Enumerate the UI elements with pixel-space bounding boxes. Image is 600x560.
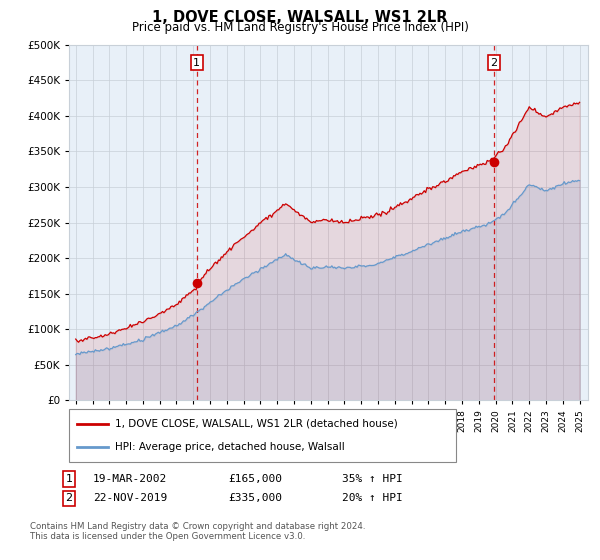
Text: 2: 2 <box>490 58 497 68</box>
FancyBboxPatch shape <box>69 409 456 462</box>
Text: 1, DOVE CLOSE, WALSALL, WS1 2LR (detached house): 1, DOVE CLOSE, WALSALL, WS1 2LR (detache… <box>115 419 398 429</box>
Text: Contains HM Land Registry data © Crown copyright and database right 2024.: Contains HM Land Registry data © Crown c… <box>30 522 365 531</box>
Text: 1: 1 <box>65 474 73 484</box>
Text: 1, DOVE CLOSE, WALSALL, WS1 2LR: 1, DOVE CLOSE, WALSALL, WS1 2LR <box>152 10 448 25</box>
Text: 2: 2 <box>65 493 73 503</box>
Text: 1: 1 <box>193 58 200 68</box>
Text: This data is licensed under the Open Government Licence v3.0.: This data is licensed under the Open Gov… <box>30 532 305 541</box>
Text: 22-NOV-2019: 22-NOV-2019 <box>93 493 167 503</box>
Text: £165,000: £165,000 <box>228 474 282 484</box>
Text: Price paid vs. HM Land Registry's House Price Index (HPI): Price paid vs. HM Land Registry's House … <box>131 21 469 34</box>
Text: 35% ↑ HPI: 35% ↑ HPI <box>342 474 403 484</box>
Text: 20% ↑ HPI: 20% ↑ HPI <box>342 493 403 503</box>
Text: HPI: Average price, detached house, Walsall: HPI: Average price, detached house, Wals… <box>115 442 345 452</box>
Text: 19-MAR-2002: 19-MAR-2002 <box>93 474 167 484</box>
Text: £335,000: £335,000 <box>228 493 282 503</box>
